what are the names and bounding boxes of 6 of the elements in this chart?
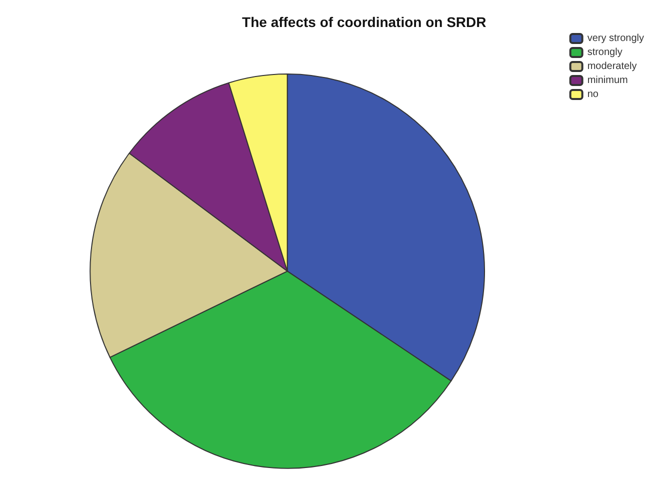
legend-label: very strongly	[587, 33, 644, 44]
legend-label: minimum	[587, 75, 628, 86]
legend-label: strongly	[587, 47, 622, 58]
legend-label: moderately	[587, 61, 637, 72]
legend-label: no	[587, 89, 599, 100]
chart-title: The affects of coordination on SRDR	[242, 14, 486, 30]
